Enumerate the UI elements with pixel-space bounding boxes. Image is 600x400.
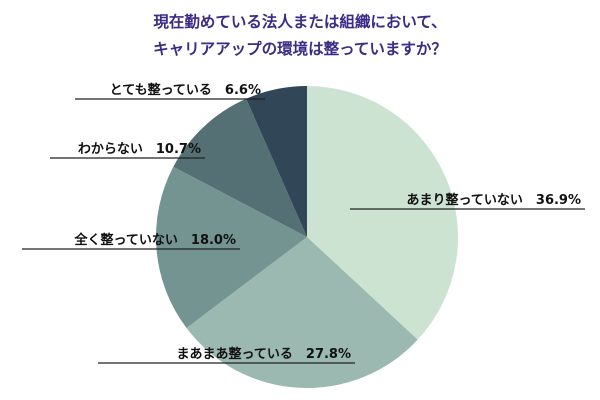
data-label: 全く整っていない 18.0% — [74, 232, 236, 248]
chart-title-line-1: 現在勤めている法人または組織において、 — [153, 12, 446, 31]
data-label: あまり整っていない 36.9% — [407, 192, 581, 208]
pie-slice — [186, 237, 418, 388]
pie-slice — [155, 166, 307, 329]
pie-slice — [173, 98, 307, 237]
data-label: とても整っている 6.6% — [110, 82, 261, 98]
chart-title-line-2: キャリアアップの環境は整っていますか？ — [153, 39, 447, 58]
pie-slice — [307, 86, 458, 340]
pie-slice — [246, 86, 307, 237]
data-label: まあまあ整っている 27.8% — [177, 346, 351, 362]
data-label: わからない 10.7% — [78, 142, 201, 157]
